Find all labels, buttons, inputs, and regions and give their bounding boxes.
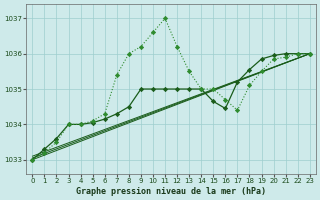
- X-axis label: Graphe pression niveau de la mer (hPa): Graphe pression niveau de la mer (hPa): [76, 187, 266, 196]
